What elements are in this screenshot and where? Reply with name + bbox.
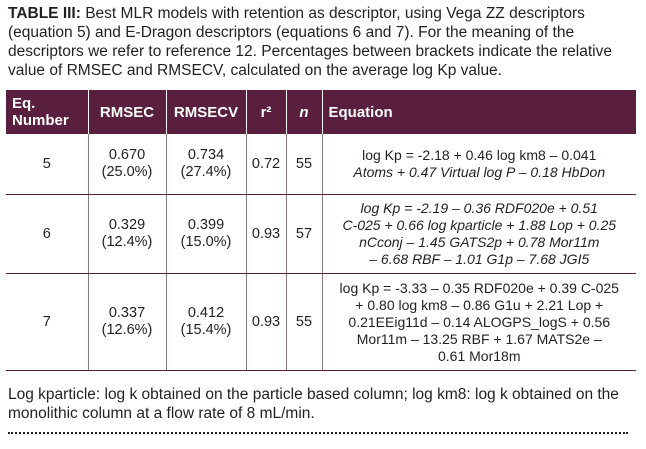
table-row: 6 0.329 (12.4%) 0.399 (15.0%) 0.93 57 log … bbox=[6, 194, 636, 274]
cell-eq-number: 5 bbox=[6, 134, 88, 195]
caption-label: TABLE III: bbox=[8, 5, 81, 22]
header-rmsec: RMSEC bbox=[87, 90, 166, 134]
rmsecv-value: 0.412 bbox=[187, 305, 225, 321]
rmsecv-percent: (15.0%) bbox=[180, 234, 232, 250]
table-row: 7 0.337 (12.6%) 0.412 (15.4%) 0.93 55 log … bbox=[6, 273, 636, 371]
rmsec-percent: (25.0%) bbox=[101, 164, 153, 180]
equation-line: C-025 + 0.66 log kparticle + 1.88 Lop + … bbox=[342, 217, 617, 233]
rmsec-percent: (12.4%) bbox=[101, 234, 153, 250]
cell-rmsecv: 0.734 (27.4%) bbox=[165, 134, 246, 195]
equation-line: Atoms + 0.47 Virtual log P – 0.18 HbDon bbox=[353, 164, 606, 180]
header-n: n bbox=[285, 90, 322, 134]
cell-rmsecv: 0.399 (15.0%) bbox=[165, 194, 246, 274]
equation-line: Mor11m – 13.25 RBF + 1.67 MATS2e – bbox=[356, 330, 602, 347]
cell-n: 55 bbox=[285, 134, 322, 195]
rmsecv-value: 0.734 bbox=[187, 147, 225, 163]
equation-line: log Kp = -3.33 – 0.35 RDF020e + 0.39 C-0… bbox=[339, 279, 619, 296]
rmsec-value: 0.337 bbox=[108, 305, 146, 321]
rmsecv-percent: (15.4%) bbox=[180, 322, 232, 338]
cell-rmsec: 0.337 (12.6%) bbox=[87, 273, 166, 371]
equation-line: + 0.80 log km8 – 0.86 G1u + 2.21 Lop + bbox=[355, 296, 604, 313]
cell-r2: 0.72 bbox=[245, 134, 286, 195]
equation-line: log Kp = -2.18 + 0.46 log km8 – 0.041 bbox=[362, 147, 597, 163]
equation-line: nCconj – 1.45 GATS2p + 0.78 Mor11m bbox=[359, 234, 600, 250]
cell-equation: log Kp = -2.19 – 0.36 RDF020e + 0.51 C-0… bbox=[321, 194, 636, 274]
cell-n: 55 bbox=[285, 273, 322, 371]
table-caption: TABLE III: Best MLR models with retentio… bbox=[8, 4, 638, 80]
table-row: 5 0.670 (25.0%) 0.734 (27.4%) 0.72 55 log … bbox=[6, 134, 636, 195]
mlr-models-table: Eq. Number RMSEC RMSECV r² n Equation 5 … bbox=[6, 90, 636, 371]
cell-r2: 0.93 bbox=[245, 194, 286, 274]
cell-rmsecv: 0.412 (15.4%) bbox=[165, 273, 246, 371]
rmsec-value: 0.329 bbox=[108, 217, 146, 233]
table-header-row: Eq. Number RMSEC RMSECV r² n Equation bbox=[6, 90, 636, 134]
header-r2: r² bbox=[245, 90, 286, 134]
cell-r2: 0.93 bbox=[245, 273, 286, 371]
rmsecv-percent: (27.4%) bbox=[180, 164, 232, 180]
rmsec-percent: (12.6%) bbox=[101, 322, 153, 338]
cell-rmsec: 0.329 (12.4%) bbox=[87, 194, 166, 274]
rmsec-value: 0.670 bbox=[108, 147, 146, 163]
cell-eq-number: 6 bbox=[6, 194, 88, 274]
equation-line: 0.21EEig11d – 0.14 ALOGPS_logS + 0.56 bbox=[348, 313, 611, 330]
cell-equation: log Kp = -3.33 – 0.35 RDF020e + 0.39 C-0… bbox=[321, 273, 636, 371]
cell-n: 57 bbox=[285, 194, 322, 274]
dotted-divider bbox=[8, 432, 628, 434]
header-rmsecv: RMSECV bbox=[165, 90, 246, 134]
caption-text: Best MLR models with retention as descri… bbox=[8, 5, 612, 79]
table-footnote: Log kparticle: log k obtained on the par… bbox=[8, 386, 619, 422]
header-equation: Equation bbox=[321, 90, 636, 134]
cell-equation: log Kp = -2.18 + 0.46 log km8 – 0.041 At… bbox=[321, 134, 636, 195]
rmsecv-value: 0.399 bbox=[187, 217, 225, 233]
equation-line: 0.61 Mor18m bbox=[438, 347, 521, 364]
cell-rmsec: 0.670 (25.0%) bbox=[87, 134, 166, 195]
header-eq-number: Eq. Number bbox=[6, 90, 88, 134]
cell-eq-number: 7 bbox=[6, 273, 88, 371]
equation-line: log Kp = -2.19 – 0.36 RDF020e + 0.51 bbox=[360, 200, 598, 216]
equation-line: – 6.68 RBF – 1.01 G1p – 7.68 JGI5 bbox=[369, 251, 590, 267]
